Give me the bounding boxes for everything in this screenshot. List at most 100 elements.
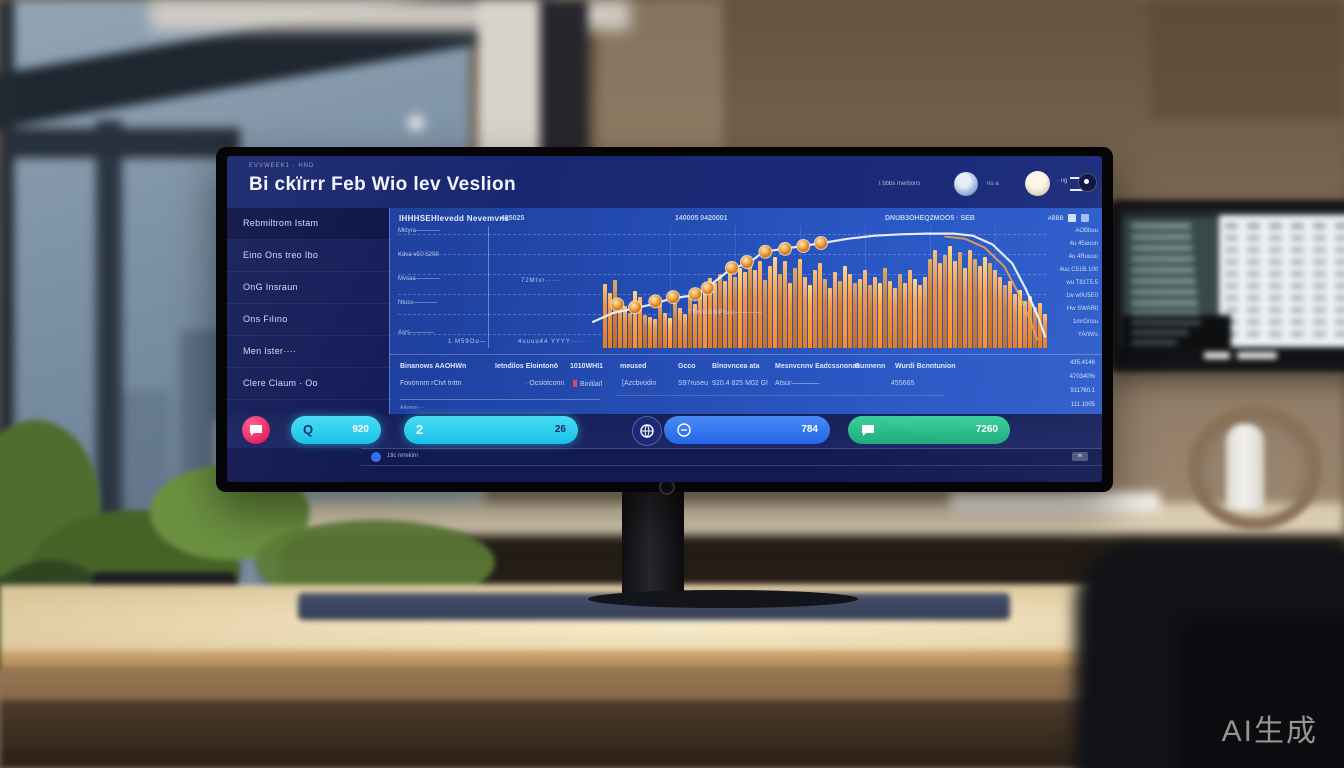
balance-button[interactable]: 784 xyxy=(664,416,830,444)
legend-swatch[interactable] xyxy=(1081,214,1089,222)
sidebar-row xyxy=(1131,245,1193,251)
sidebar-item[interactable]: Ons Fılıno xyxy=(227,304,389,336)
coin-marker xyxy=(700,281,715,296)
desk-front-edge xyxy=(0,650,1344,668)
grid-row xyxy=(1225,247,1344,253)
window-frame xyxy=(0,128,240,158)
table-cell: S97ruseu xyxy=(678,380,708,387)
table-header-cell: Blnovncea ata xyxy=(712,363,760,370)
candle-bar xyxy=(843,265,847,348)
candle-bar xyxy=(768,265,772,348)
candle-bar xyxy=(903,283,907,348)
chart-annotation: 4uuuu44 YYYY······ xyxy=(518,339,589,345)
chat-fab-button[interactable] xyxy=(242,416,270,444)
candle-bar xyxy=(1033,307,1037,348)
sidebar-item[interactable]: Men Ister···· xyxy=(227,336,389,368)
table-cell: · Ocsiotconn xyxy=(525,380,565,387)
clock-icon xyxy=(677,423,691,437)
table-cell: Atsur———— xyxy=(775,380,820,387)
sidebar-row xyxy=(1131,223,1191,229)
legend-swatch[interactable] xyxy=(1068,214,1077,222)
grid-row xyxy=(1225,235,1344,241)
menu-label: · ııg xyxy=(1057,178,1068,184)
candle-bar xyxy=(858,278,862,348)
grid-row xyxy=(1225,319,1344,325)
ai-watermark: AI生成 xyxy=(1221,715,1318,748)
record-button[interactable] xyxy=(1078,173,1097,192)
sidebar-row xyxy=(1131,234,1192,240)
y-axis-label: AOBbuu xyxy=(1075,228,1098,234)
q-icon: Q xyxy=(303,422,314,437)
divider xyxy=(615,395,945,396)
candle-bar xyxy=(958,252,962,348)
candle-bar xyxy=(953,261,957,348)
users-label: t bbbs merbons xyxy=(879,181,921,187)
candle-bar xyxy=(813,269,817,348)
y-axis-label: Mktyra———— xyxy=(398,228,440,234)
globe-fab-button[interactable] xyxy=(632,416,662,446)
table-cell: 455665 xyxy=(891,380,915,387)
chart-top-label: DNUB3OHEQ2MOO5 · SEB xyxy=(885,215,975,222)
grid-row xyxy=(1225,331,1344,337)
action-bar: Q 920 2 26 784 xyxy=(227,414,1102,448)
grid-row xyxy=(1225,295,1344,301)
toolbox-row xyxy=(1131,330,1189,335)
coin-marker xyxy=(648,294,663,309)
table-cell: Binlilaïl xyxy=(573,380,602,388)
toolbox-row xyxy=(1131,320,1201,325)
candle-bar xyxy=(878,283,882,348)
status-badge[interactable]: m xyxy=(1072,452,1088,461)
gridline xyxy=(398,334,1046,335)
chart-annotation: · TTHUGNPfuu———— xyxy=(682,310,763,316)
sidebar-item[interactable]: Rebmiltrom Istam xyxy=(227,208,389,240)
candle-bar xyxy=(658,304,662,348)
sidebar-item[interactable]: Eino Ons treo Ibo xyxy=(227,240,389,272)
candle-bar xyxy=(623,306,627,348)
coin-marker xyxy=(740,255,754,269)
two-icon: 2 xyxy=(416,422,424,437)
quote-button[interactable]: Q 920 xyxy=(291,416,381,444)
candle-bar xyxy=(1043,313,1047,348)
table-header-cell: Gcco xyxy=(678,363,696,370)
candle-bar xyxy=(643,315,647,348)
candle-bar xyxy=(918,285,922,348)
dashboard-screen: EVVWEEK1 · HND Bi ckïrrr Feb Wio lev Ves… xyxy=(227,156,1102,482)
coin-marker xyxy=(628,300,642,315)
avatar[interactable] xyxy=(1025,171,1050,196)
table-right-value: 911760.1 xyxy=(1070,388,1095,394)
page-title: Bi ckïrrr Feb Wio lev Veslion xyxy=(249,174,516,195)
divider xyxy=(400,399,600,400)
app-topbar: EVVWEEK1 · HND Bi ckïrrr Feb Wio lev Ves… xyxy=(227,156,1102,209)
sidebar-row xyxy=(1131,278,1196,284)
monitor-stand xyxy=(622,488,684,600)
monitor-stand-base xyxy=(588,590,858,608)
gridline xyxy=(398,294,1046,295)
y-axis-label: YArWrs xyxy=(1077,332,1098,338)
message-button[interactable]: 7260 xyxy=(848,416,1010,444)
grid-row xyxy=(1225,223,1344,229)
table-footnote: AAnnnn···· xyxy=(400,405,425,411)
candle-bar xyxy=(968,250,972,348)
table-right-value: 111.1005 xyxy=(1070,402,1095,408)
candle-bar xyxy=(693,304,697,348)
avatar[interactable] xyxy=(954,172,978,196)
sidebar-row xyxy=(1131,311,1199,317)
candle-bar xyxy=(948,245,952,348)
sidebar-item[interactable]: OnG Insraun xyxy=(227,272,389,304)
candle-bar xyxy=(688,297,692,348)
button-value: 920 xyxy=(352,424,369,435)
trend-path xyxy=(944,235,1038,341)
candle-bar xyxy=(738,267,742,348)
button-value: 784 xyxy=(801,424,818,435)
trade-button[interactable]: 2 26 xyxy=(404,416,578,444)
statusbar-chip xyxy=(1237,352,1277,359)
sidebar: Rebmiltrom Istam Eino Ons treo Ibo OnG Ins… xyxy=(227,208,389,448)
candle-bar xyxy=(993,269,997,348)
chart-panel: IHHHSEHIevedd Nevemvns 425025 140005 0420… xyxy=(389,208,1102,415)
coin-marker xyxy=(724,260,739,275)
gridline xyxy=(488,226,489,348)
candle-bar xyxy=(613,279,617,348)
sidebar-item[interactable]: Clere Claum · Oo xyxy=(227,368,389,400)
status-icon[interactable] xyxy=(371,452,381,462)
